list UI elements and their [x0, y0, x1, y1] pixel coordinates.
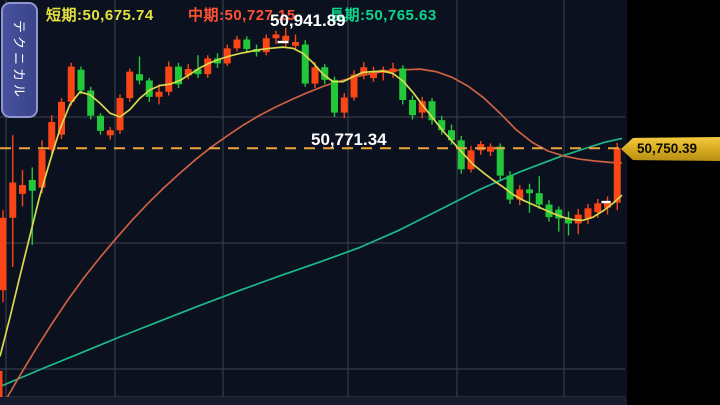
ma-legend: 短期:50,675.74 中期:50,727.15 長期:50,765.63 — [0, 4, 627, 24]
legend-short-ma: 短期:50,675.74 — [46, 7, 154, 24]
high-marker — [277, 40, 289, 44]
candlestick-series — [0, 27, 621, 405]
legend-mid-ma: 中期:50,727.15 — [188, 7, 296, 24]
current-price-badge: 50,750.39 — [621, 137, 720, 161]
technical-tab-label: テクニカル — [11, 19, 26, 101]
price-line-label: 50,771.34 — [311, 130, 387, 149]
legend-long-ma: 長期:50,765.63 — [329, 7, 437, 24]
peak-price-label: 50,941.89 — [270, 11, 346, 30]
mid-ma-line — [3, 68, 623, 404]
long-ma-line — [0, 137, 623, 388]
chart-plot-area[interactable]: 短期:50,675.74 中期:50,727.15 長期:50,765.63 5… — [0, 0, 627, 405]
short-ma-line — [0, 46, 623, 357]
open-marker — [601, 200, 611, 204]
time-axis-strip — [0, 397, 627, 405]
technical-tab-button[interactable]: テクニカル — [1, 2, 38, 118]
y-axis-panel: 50,800 50,600 50,400 — [627, 0, 720, 405]
gridlines — [0, 0, 625, 398]
chart-canvas[interactable] — [0, 0, 627, 405]
